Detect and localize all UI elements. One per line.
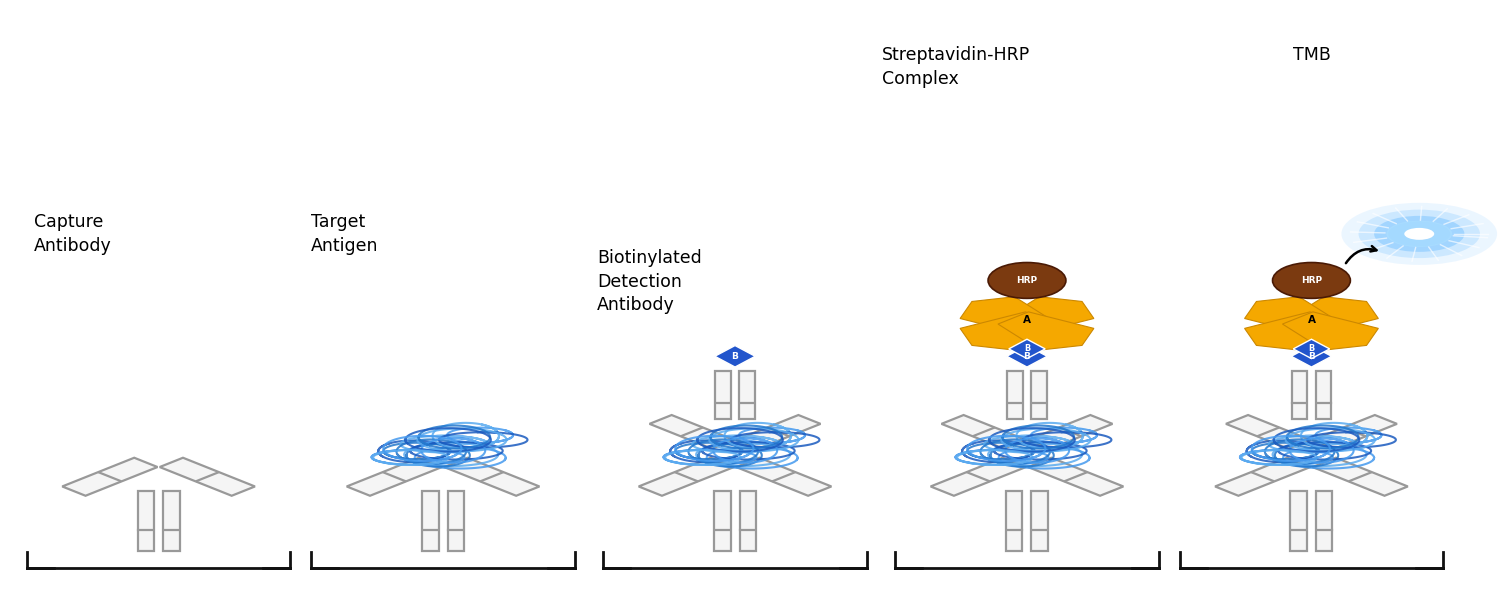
Polygon shape	[1245, 297, 1341, 335]
Polygon shape	[1312, 415, 1396, 449]
Polygon shape	[346, 458, 442, 496]
Text: Target
Antigen: Target Antigen	[312, 214, 380, 255]
Polygon shape	[1282, 312, 1378, 350]
Polygon shape	[942, 415, 1026, 449]
Polygon shape	[1290, 491, 1306, 551]
Polygon shape	[1316, 371, 1332, 419]
Circle shape	[1341, 203, 1497, 265]
Text: B: B	[1023, 352, 1031, 361]
Text: B: B	[1024, 344, 1030, 353]
Polygon shape	[960, 312, 1056, 350]
Polygon shape	[639, 458, 734, 496]
Polygon shape	[740, 371, 754, 419]
Circle shape	[1374, 216, 1464, 252]
Polygon shape	[1245, 312, 1341, 350]
Text: Biotinylated
Detection
Antibody: Biotinylated Detection Antibody	[597, 249, 702, 314]
Polygon shape	[1215, 458, 1311, 496]
Polygon shape	[1292, 371, 1306, 419]
Text: TMB: TMB	[1293, 46, 1332, 64]
Text: Streptavidin-HRP
Complex: Streptavidin-HRP Complex	[882, 46, 1031, 88]
Circle shape	[1359, 209, 1480, 258]
Polygon shape	[159, 458, 255, 496]
Polygon shape	[740, 491, 756, 551]
Polygon shape	[714, 491, 730, 551]
Polygon shape	[930, 458, 1026, 496]
Polygon shape	[960, 297, 1056, 335]
Polygon shape	[1032, 491, 1048, 551]
Circle shape	[1386, 221, 1452, 247]
Ellipse shape	[988, 263, 1066, 298]
Polygon shape	[1028, 415, 1113, 449]
Text: A: A	[1308, 316, 1316, 325]
Polygon shape	[422, 491, 438, 551]
Text: Capture
Antibody: Capture Antibody	[34, 214, 112, 255]
Ellipse shape	[1272, 263, 1350, 298]
Text: B: B	[1308, 344, 1314, 353]
Polygon shape	[736, 458, 831, 496]
Circle shape	[1388, 221, 1450, 246]
Polygon shape	[1282, 297, 1378, 335]
Text: HRP: HRP	[1017, 276, 1038, 285]
Polygon shape	[736, 415, 821, 449]
Polygon shape	[138, 491, 154, 551]
Polygon shape	[1007, 371, 1023, 419]
Polygon shape	[998, 297, 1094, 335]
Polygon shape	[1007, 491, 1023, 551]
Text: HRP: HRP	[1300, 276, 1322, 285]
Polygon shape	[444, 458, 540, 496]
Polygon shape	[1028, 458, 1124, 496]
Text: B: B	[732, 352, 738, 361]
Polygon shape	[164, 491, 180, 551]
Polygon shape	[1226, 415, 1311, 449]
Polygon shape	[1292, 346, 1332, 367]
Polygon shape	[1316, 491, 1332, 551]
Polygon shape	[998, 312, 1094, 350]
Polygon shape	[716, 371, 730, 419]
Polygon shape	[62, 458, 158, 496]
Polygon shape	[447, 491, 464, 551]
Text: B: B	[1308, 352, 1316, 361]
Polygon shape	[1010, 339, 1046, 359]
Circle shape	[1404, 228, 1434, 240]
Polygon shape	[650, 415, 734, 449]
Text: A: A	[1023, 316, 1031, 325]
Polygon shape	[716, 346, 754, 367]
Polygon shape	[1293, 339, 1329, 359]
Polygon shape	[1032, 371, 1047, 419]
Polygon shape	[1312, 458, 1408, 496]
Polygon shape	[1007, 346, 1047, 367]
